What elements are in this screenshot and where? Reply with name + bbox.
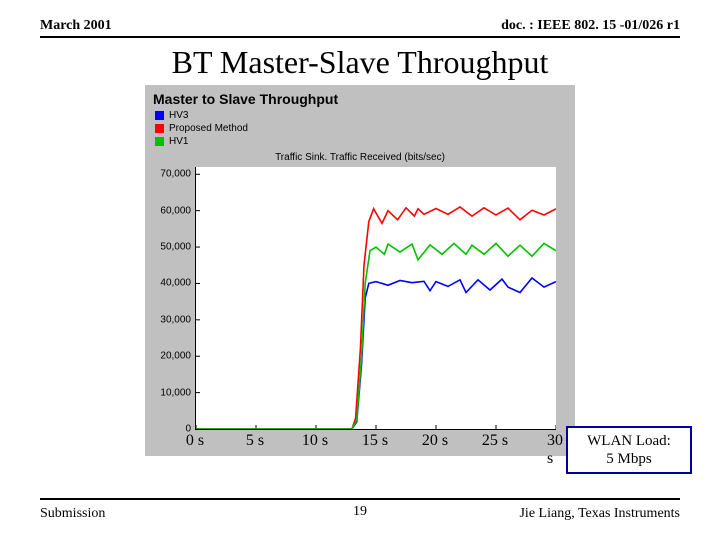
x-tick-label: 30 s xyxy=(547,432,563,468)
page-title: BT Master-Slave Throughput xyxy=(40,44,680,81)
x-tick-label: 5 s xyxy=(246,432,264,450)
chart-title: Master to Slave Throughput xyxy=(151,91,569,109)
header-rule xyxy=(40,36,680,38)
footer-left: Submission xyxy=(40,506,105,522)
legend-item: HV3 xyxy=(155,109,569,122)
x-tick-label: 25 s xyxy=(482,432,508,450)
footer-rule xyxy=(40,498,680,500)
x-tick-label: 15 s xyxy=(362,432,388,450)
series-line xyxy=(196,278,556,429)
legend-swatch xyxy=(155,137,164,146)
legend-label: HV3 xyxy=(169,109,188,122)
header-doc: doc. : IEEE 802. 15 -01/026 r1 xyxy=(501,18,680,34)
y-tick-label: 30,000 xyxy=(160,314,191,325)
chart-legend: HV3Proposed MethodHV1 xyxy=(151,109,569,150)
callout-box: WLAN Load: 5 Mbps xyxy=(566,426,692,474)
y-tick-label: 40,000 xyxy=(160,278,191,289)
legend-swatch xyxy=(155,111,164,120)
y-tick-label: 10,000 xyxy=(160,387,191,398)
legend-label: HV1 xyxy=(169,135,188,148)
series-line xyxy=(196,243,556,429)
series-line xyxy=(196,207,556,429)
chart-svg xyxy=(196,167,556,429)
y-tick-label: 70,000 xyxy=(160,169,191,180)
legend-item: HV1 xyxy=(155,135,569,148)
x-tick-label: 20 s xyxy=(422,432,448,450)
footer-right: Jie Liang, Texas Instruments xyxy=(519,506,680,522)
plot-area xyxy=(195,167,556,430)
y-axis-ticks: 010,00020,00030,00040,00050,00060,00070,… xyxy=(151,167,195,429)
legend-swatch xyxy=(155,124,164,133)
y-tick-label: 50,000 xyxy=(160,242,191,253)
legend-label: Proposed Method xyxy=(169,122,248,135)
legend-item: Proposed Method xyxy=(155,122,569,135)
chart-panel: Master to Slave Throughput HV3Proposed M… xyxy=(145,85,575,456)
chart-subtitle: Traffic Sink. Traffic Received (bits/sec… xyxy=(151,150,569,167)
y-tick-label: 60,000 xyxy=(160,205,191,216)
x-tick-label: 0 s xyxy=(186,432,204,450)
header-date: March 2001 xyxy=(40,18,112,34)
y-tick-label: 20,000 xyxy=(160,351,191,362)
x-axis-ticks: 0 s5 s10 s15 s20 s25 s30 s xyxy=(195,430,555,446)
x-tick-label: 10 s xyxy=(302,432,328,450)
callout-line2: 5 Mbps xyxy=(606,451,651,467)
callout-line1: WLAN Load: xyxy=(587,433,671,449)
